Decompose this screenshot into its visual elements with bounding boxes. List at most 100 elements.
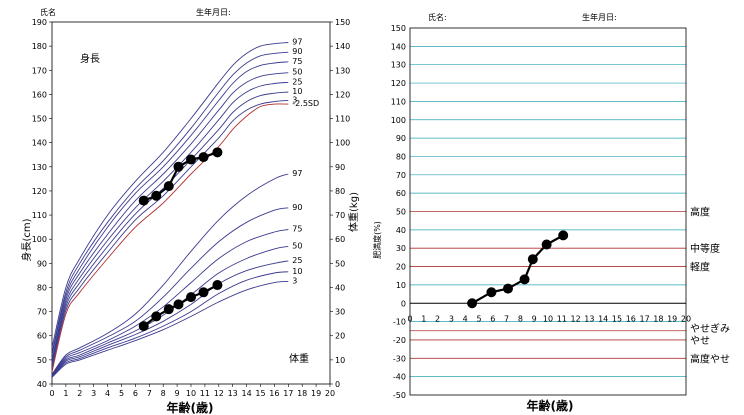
growth-left-y-ticks: 40 50 60 70 80 90 100 110 120 130 140 150 160 170 180 1…: [32, 18, 52, 389]
growth-left-y-tick-label: 50: [37, 356, 47, 365]
weight-point: [138, 321, 149, 332]
height-curve-label: 3: [292, 95, 297, 104]
obesity-point: [527, 254, 538, 265]
growth-left-y-tick-label: 110: [32, 211, 47, 220]
growth-x-tick-label: 14: [242, 389, 252, 398]
growth-right-y-tick-label: 80: [335, 187, 345, 196]
obesity-band-label: 中等度: [690, 242, 720, 255]
obesity-y-tick-label: -20: [393, 336, 406, 345]
weight-curve-label: 75: [292, 225, 302, 234]
obesity-y-tick-label: 50: [396, 208, 406, 217]
obesity-x-tick-label: 18: [653, 314, 663, 323]
growth-right-y-ticks: 0 10 20 30 40 50 60 70 80 90 100 110 120 130 140 150: [330, 18, 350, 389]
height-measurements: [138, 147, 223, 206]
obesity-x-tick-label: 20: [681, 314, 691, 323]
obesity-x-tick-label: 10: [543, 314, 553, 323]
obesity-x-ticks: 0 1 2 3 4 5 6 7 8 9 10 11 12 13 14 15 16 17 18 19 20: [407, 314, 691, 323]
height-curve-label: 50: [292, 68, 302, 77]
obesity-band-label: 軽度: [690, 261, 710, 274]
growth-x-tick-label: 9: [175, 389, 180, 398]
growth-right-y-tick-label: 90: [335, 163, 345, 172]
height-point: [173, 161, 184, 172]
obesity-measurements: [467, 230, 569, 309]
right-name-label: 氏名:: [428, 12, 447, 22]
growth-right-y-tick-label: 0: [335, 380, 340, 389]
obesity-y-tick-label: 80: [396, 152, 406, 161]
growth-x-tick-label: 20: [325, 389, 335, 398]
growth-x-tick-label: 5: [119, 389, 124, 398]
growth-left-y-tick-label: 80: [37, 283, 47, 292]
obesity-point: [486, 287, 497, 298]
obesity-x-tick-label: 11: [557, 314, 567, 323]
obesity-y-tick-label: 70: [396, 171, 406, 180]
obesity-x-tick-label: 19: [667, 314, 677, 323]
growth-x-tick-label: 7: [147, 389, 152, 398]
height-point: [186, 154, 196, 165]
growth-right-y-tick-label: 30: [335, 308, 345, 317]
obesity-y-tick-label: 100: [391, 116, 406, 125]
obesity-y-tick-label: 120: [391, 79, 406, 88]
weight-percentile-curves: 97 90 75 50 25 103: [51, 169, 302, 378]
obesity-x-tick-label: 14: [598, 314, 608, 323]
growth-x-ticks: 0 1 2 3 4 5 6 7 8 9 10 11 12 13 14 15 16 17 18 19 20: [49, 384, 335, 398]
height-curve-25: [51, 81, 289, 363]
weight-point: [173, 299, 184, 310]
growth-right-y-tick-label: 50: [335, 259, 345, 268]
height-curve-label: 90: [292, 47, 302, 56]
obesity-point: [467, 298, 478, 309]
obesity-band-label: 高度やせ: [690, 352, 730, 365]
growth-x-tick-label: 11: [200, 389, 210, 398]
obesity-point: [502, 283, 513, 294]
growth-plot-frame: [51, 21, 331, 385]
obesity-point: [541, 239, 552, 250]
growth-x-tick-label: 15: [255, 389, 265, 398]
growth-left-y-tick-label: 100: [32, 235, 47, 244]
obesity-x-tick-label: 1: [421, 314, 426, 323]
weight-point: [151, 311, 162, 322]
growth-x-tick-label: 2: [77, 389, 82, 398]
height-curve--25SD: [51, 103, 289, 373]
weight-annotation: 体重: [289, 352, 309, 365]
growth-right-y-tick-label: 140: [335, 42, 350, 51]
weight-curve-90: [51, 207, 289, 376]
growth-right-y-tick-label: 70: [335, 211, 345, 220]
height-curve-label: 75: [292, 57, 302, 66]
obesity-x-tick-label: 2: [435, 314, 440, 323]
obesity-x-tick-label: 13: [584, 314, 594, 323]
growth-x-tick-label: 19: [311, 389, 321, 398]
obesity-x-tick-label: 8: [518, 314, 523, 323]
weight-curve-3: [51, 280, 289, 378]
growth-x-tick-label: 3: [91, 389, 96, 398]
growth-x-tick-label: 10: [186, 389, 196, 398]
obesity-x-tick-label: 0: [407, 314, 412, 323]
obesity-band-label: やせ: [690, 335, 710, 347]
growth-x-tick-label: 1: [63, 389, 68, 398]
growth-left-y-tick-label: 90: [37, 259, 47, 268]
growth-x-tick-label: 6: [133, 389, 138, 398]
height-curve-label: 25: [292, 77, 302, 86]
growth-right-y-tick-label: 130: [335, 66, 350, 75]
height-point: [138, 195, 149, 206]
growth-x-label: 年齢(歳): [167, 400, 214, 415]
obesity-x-label: 年齢(歳): [527, 398, 574, 413]
growth-right-y-tick-label: 110: [335, 115, 350, 124]
growth-x-tick-label: 16: [269, 389, 279, 398]
obesity-x-tick-label: 16: [626, 314, 636, 323]
height-curve-label: 10: [292, 87, 302, 96]
growth-left-y-tick-label: 150: [32, 115, 47, 124]
weight-curve-75: [51, 229, 289, 376]
obesity-y-tick-label: 90: [396, 134, 406, 143]
obesity-point: [519, 274, 530, 285]
weight-point: [186, 292, 196, 303]
obesity-y-tick-label: 110: [391, 97, 406, 106]
growth-x-tick-label: 8: [161, 389, 166, 398]
obesity-x-tick-label: 6: [490, 314, 495, 323]
obesity-x-tick-label: 9: [532, 314, 537, 323]
growth-x-tick-label: 13: [228, 389, 238, 398]
height-curve-label: -2.5SD: [292, 99, 319, 108]
height-point: [198, 152, 209, 163]
obesity-y-tick-label: 20: [396, 263, 406, 272]
obesity-y-tick-label: -50: [393, 391, 406, 400]
